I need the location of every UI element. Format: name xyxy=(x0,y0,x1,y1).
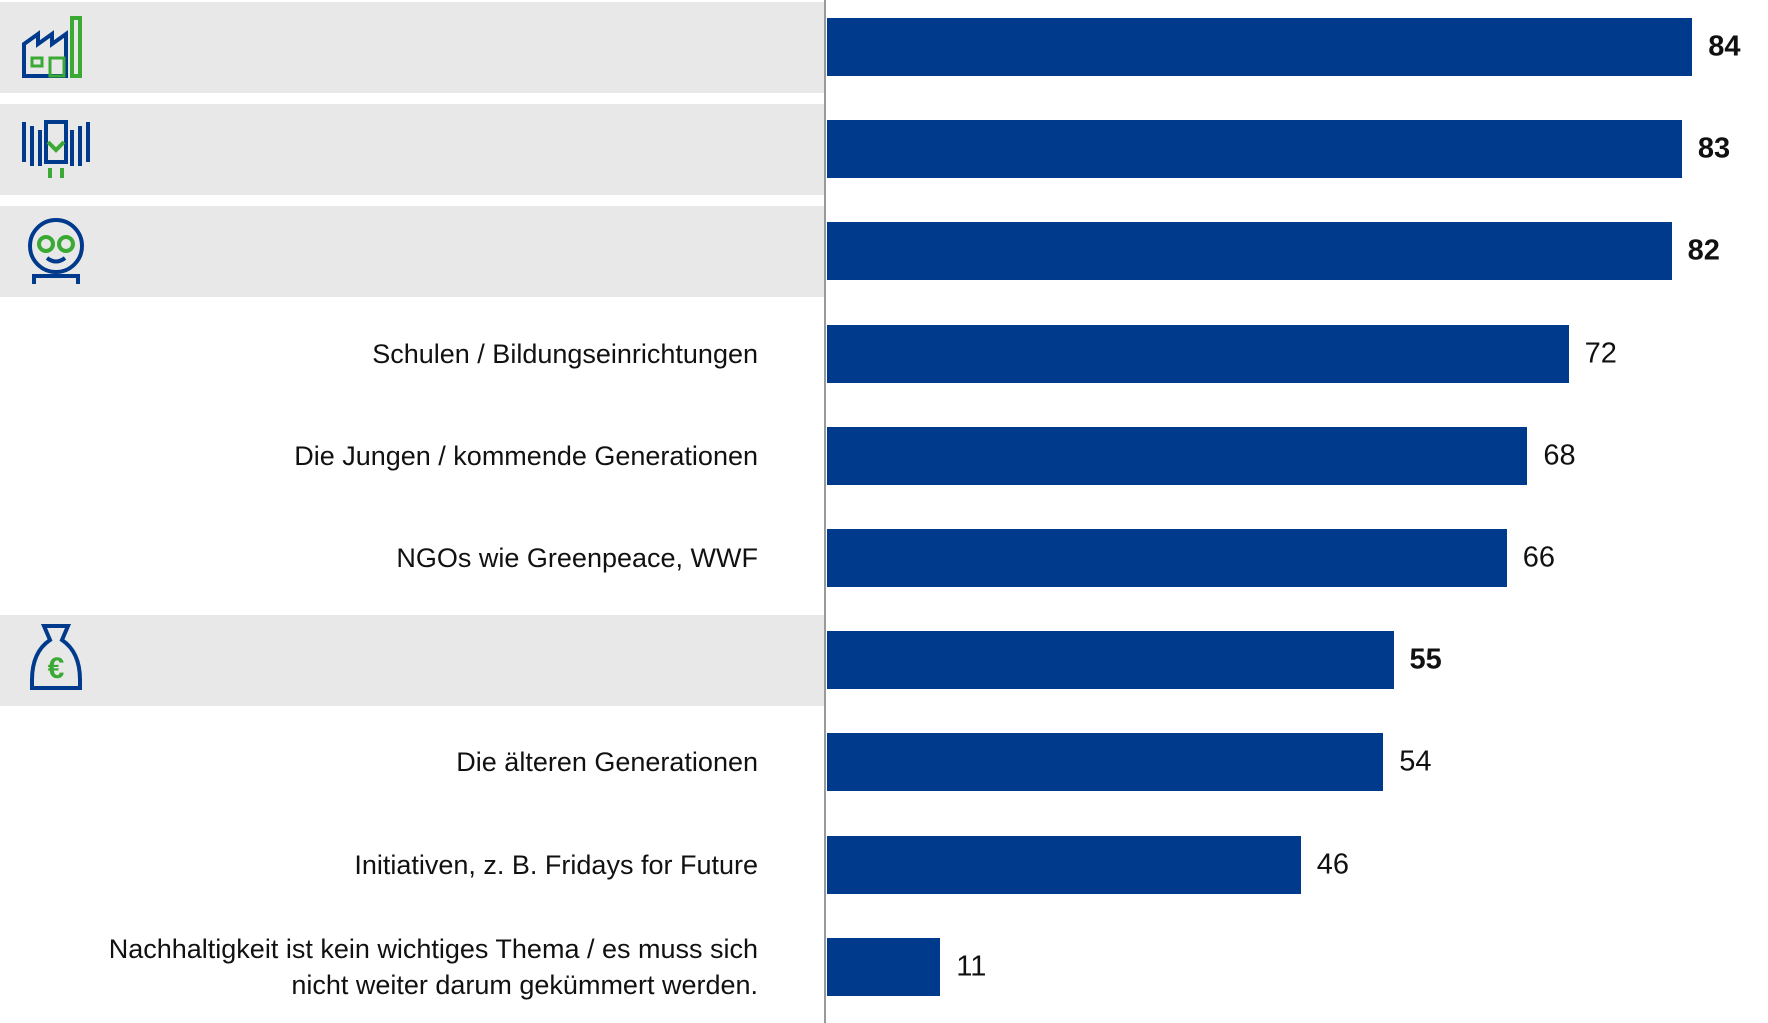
bar xyxy=(827,835,1301,894)
factory-icon xyxy=(22,16,82,78)
value-label: 54 xyxy=(1399,745,1432,778)
bar xyxy=(827,631,1394,690)
money-bag-icon: € xyxy=(30,624,82,690)
value-label: 11 xyxy=(956,950,987,983)
bar xyxy=(827,222,1672,281)
eagle-icon xyxy=(22,120,90,178)
value-label: 55 xyxy=(1409,643,1442,676)
category-label: Die älteren Generationen xyxy=(456,747,758,778)
bar xyxy=(827,426,1528,485)
row-highlight xyxy=(0,205,825,297)
bar xyxy=(827,529,1507,587)
value-label: 72 xyxy=(1584,337,1617,370)
bar xyxy=(827,937,941,996)
person-icon xyxy=(28,218,84,284)
category-label: Die Jungen / kommende Generationen xyxy=(294,440,758,471)
row-highlight xyxy=(0,103,825,195)
bar xyxy=(827,18,1693,76)
value-label: 46 xyxy=(1316,848,1350,881)
row-highlight xyxy=(0,1,825,93)
svg-text:€: € xyxy=(48,652,65,685)
category-label: NGOs wie Greenpeace, WWF xyxy=(396,543,758,573)
value-label: 83 xyxy=(1697,132,1731,165)
category-label: Schulen / Bildungseinrichtungen xyxy=(372,338,758,369)
value-label: 68 xyxy=(1543,439,1576,472)
bar xyxy=(827,733,1384,792)
axis-line xyxy=(824,0,826,1023)
value-label: 82 xyxy=(1687,234,1720,267)
row-highlight xyxy=(0,614,825,706)
category-label: Initiativen, z. B. Fridays for Future xyxy=(354,849,758,880)
bar xyxy=(827,324,1569,383)
value-label: 66 xyxy=(1522,541,1556,574)
value-label: 84 xyxy=(1708,30,1741,63)
bar xyxy=(827,120,1682,179)
category-label: Nachhaltigkeit ist kein wichtiges Thema … xyxy=(108,933,758,1000)
